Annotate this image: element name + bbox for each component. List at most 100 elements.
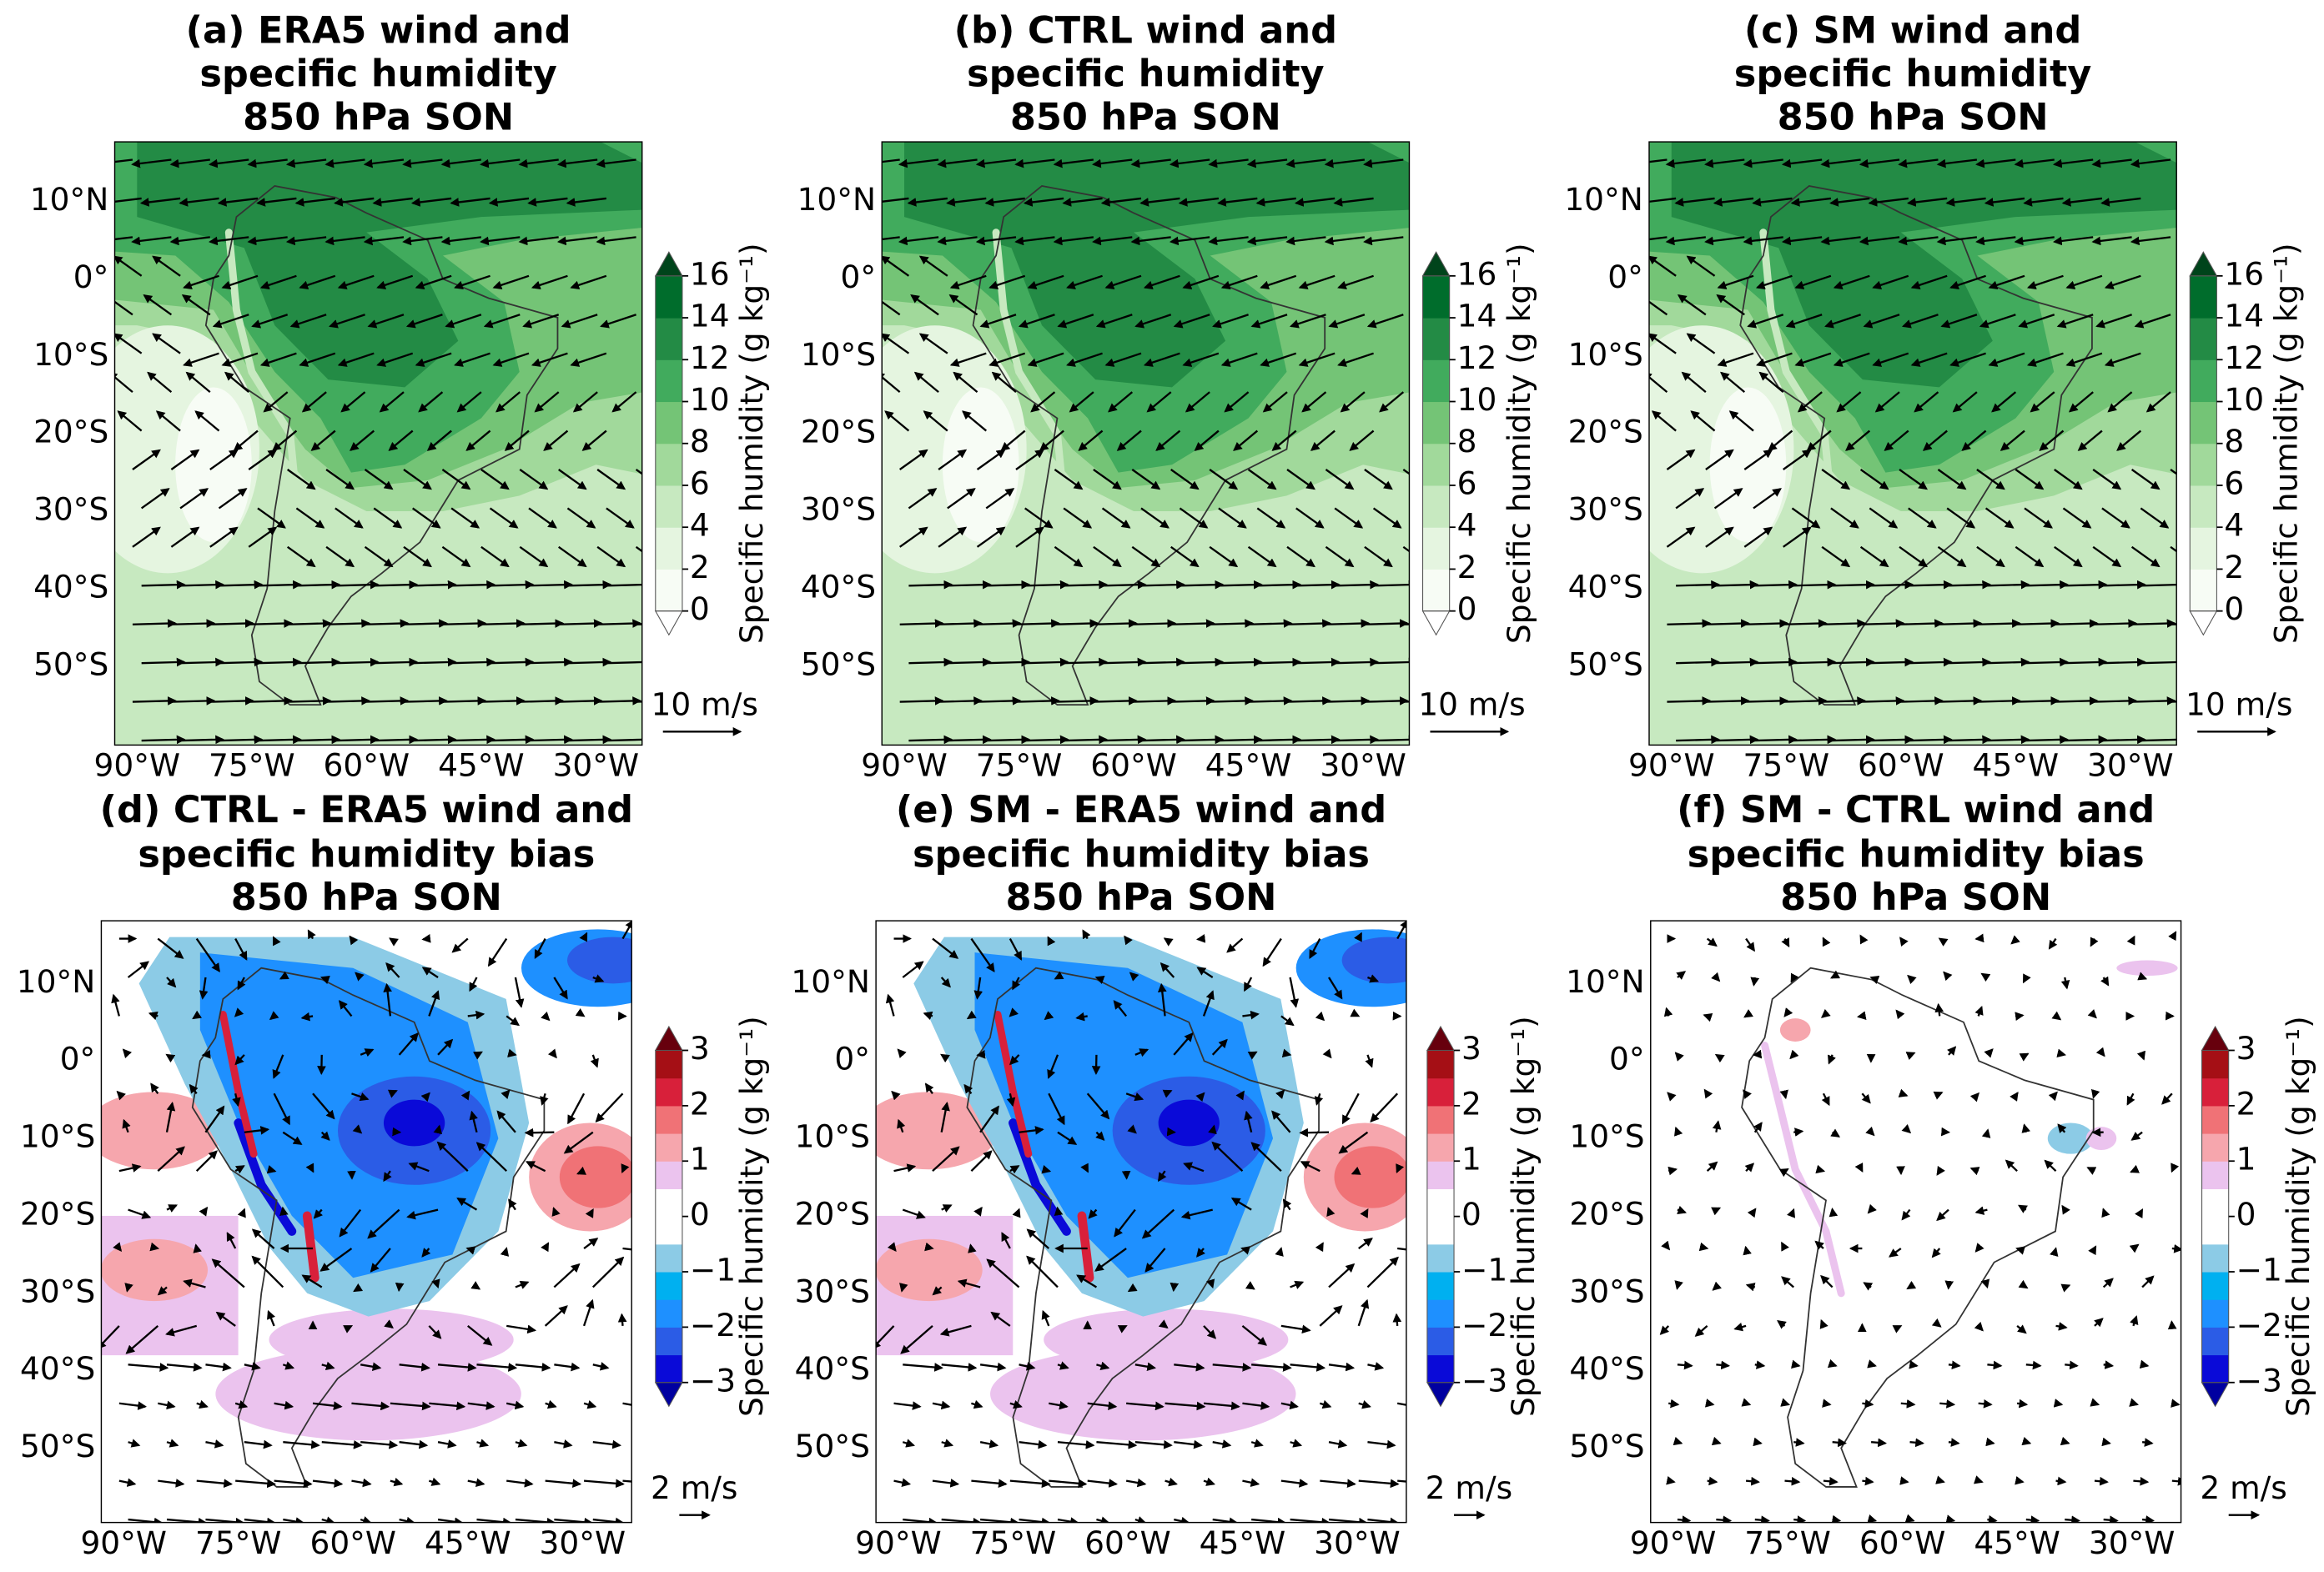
wind-vector (1733, 1322, 1747, 1332)
wind-vector (1130, 158, 1171, 168)
wind-vector (1904, 1514, 1915, 1523)
wind-vector (1712, 1281, 1723, 1291)
wind-vector (1716, 1515, 1733, 1523)
wind-vector (963, 1083, 973, 1095)
wind-vector (1088, 1208, 1098, 1219)
wind-vector (196, 1479, 234, 1489)
wind-vector (882, 255, 910, 277)
lat-label: 50°S (801, 645, 876, 682)
colorbar-band (2201, 1216, 2229, 1245)
colorbar-extend (654, 251, 683, 277)
wind-vector (428, 1325, 442, 1339)
wind-vector (1320, 1479, 1356, 1489)
lat-label: 40°S (1568, 568, 1643, 605)
field-area (1158, 1099, 1220, 1147)
wind-vector (1141, 1208, 1175, 1239)
wind-vector (2104, 274, 2141, 290)
wind-vector (1326, 1207, 1336, 1217)
wind-vector (1101, 507, 1131, 529)
wind-vector (1092, 236, 1133, 246)
wind-vector (988, 274, 1026, 290)
wind-vector (1781, 937, 1790, 948)
wind-vector (1370, 1092, 1399, 1122)
wind-vector (1337, 352, 1374, 367)
wind-vector (1367, 1439, 1396, 1449)
wind-vector (127, 961, 149, 978)
colorbar-tick-label: 14 (1457, 298, 1497, 334)
wind-vector (2060, 977, 2070, 990)
wind-vector (325, 469, 355, 490)
wind-vector (244, 1126, 270, 1135)
wind-vector (1744, 1163, 1755, 1173)
wind-vector (506, 1479, 534, 1488)
wind-vector (296, 735, 341, 745)
wind-vector (1174, 1439, 1203, 1449)
wind-vector (415, 274, 452, 290)
wind-vector (2056, 314, 2094, 329)
wind-vector (504, 429, 530, 451)
wind-vector (285, 158, 327, 168)
wind-vector (467, 1010, 485, 1020)
colorbar-band (1422, 275, 1450, 319)
wind-vector (2130, 545, 2161, 568)
wind-vector (597, 619, 642, 628)
wind-vector (540, 1092, 549, 1106)
colorbar-tick-label: 0 (690, 590, 710, 627)
lon-label: 90°W (80, 1524, 167, 1561)
wind-vector (412, 657, 457, 667)
wind-vector (572, 391, 598, 413)
wind-vector (1129, 972, 1139, 982)
wind-vector (251, 1228, 275, 1249)
wind-vector (1827, 1359, 1838, 1369)
wind-vector (372, 197, 413, 207)
wind-vector (1170, 619, 1215, 628)
colorbar-tick-label: 1 (2236, 1141, 2256, 1178)
wind-vector (1169, 236, 1210, 246)
wind-vector (1134, 1439, 1173, 1449)
wind-vector (551, 1207, 561, 1217)
wind-vector (897, 1118, 906, 1133)
wind-vector (1049, 1479, 1088, 1489)
wind-vector (467, 1401, 495, 1410)
wind-vector (941, 1204, 953, 1213)
wind-vector (1075, 1012, 1088, 1022)
wind-vector (1286, 469, 1315, 490)
wind-vector (1286, 619, 1331, 628)
wind-vector (2055, 1476, 2067, 1486)
wind-vector (932, 937, 959, 959)
wind-vector (2170, 469, 2177, 475)
wind-vector (1750, 977, 1760, 987)
wind-vector (1392, 1313, 1402, 1326)
wind-vector (351, 1401, 390, 1411)
wind-vector (2065, 1360, 2079, 1370)
wind-vector (1295, 735, 1341, 745)
wind-vector (923, 1011, 933, 1021)
wind-vector (437, 1439, 457, 1449)
colorbar-tick-label: 1 (1461, 1141, 1481, 1178)
wind-vector (501, 1089, 511, 1099)
wind-vector (563, 1131, 594, 1154)
colorbar-band (1426, 1105, 1455, 1134)
wind-vector (567, 735, 612, 745)
wind-vector (583, 1400, 597, 1409)
wind-vector (1988, 274, 2025, 290)
wind-vector (1856, 1011, 1867, 1020)
colorbar-band (655, 569, 682, 612)
wind-vector (376, 274, 414, 290)
wind-vector (310, 429, 336, 451)
wind-vector (1260, 352, 1297, 367)
wind-vector (256, 197, 297, 207)
wind-vector (185, 371, 211, 394)
wind-vector (2130, 236, 2171, 246)
wind-vector (2130, 469, 2161, 490)
wind-vector (441, 469, 471, 490)
wind-vector (1247, 1051, 1258, 1060)
wind-vector (1674, 1126, 1683, 1137)
wind-vector (2101, 1437, 2111, 1447)
colorbar-tick-label: −2 (2236, 1307, 2282, 1343)
wind-vector (360, 1048, 375, 1057)
wind-vector (1212, 314, 1249, 329)
panel-title: (c) SM wind and (1744, 9, 2081, 53)
wind-vector (968, 1243, 977, 1253)
wind-vector (2086, 1167, 2097, 1175)
